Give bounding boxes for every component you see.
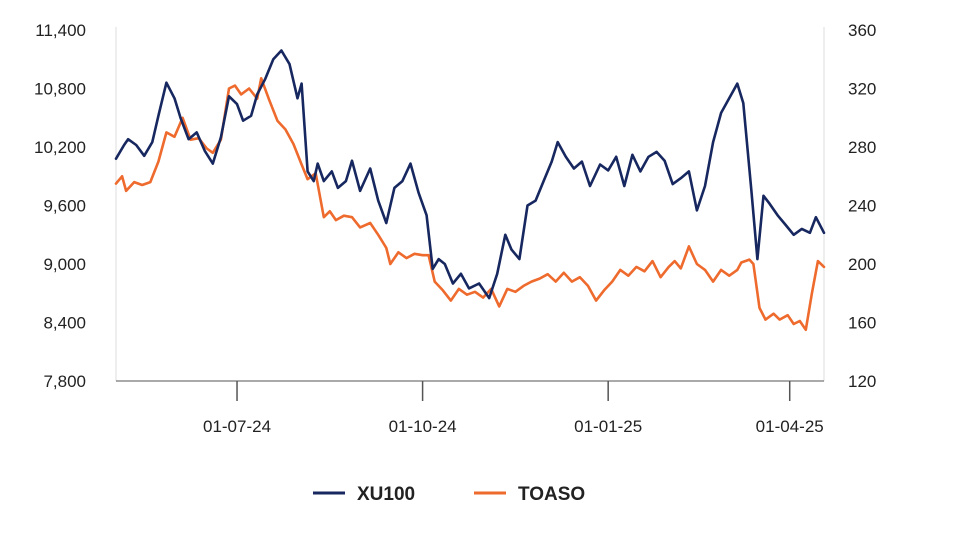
series-line-toaso — [114, 77, 826, 332]
x-tick-label: 01-01-25 — [574, 417, 642, 436]
x-tick-label: 01-04-25 — [756, 417, 824, 436]
legend-label-xu100: XU100 — [357, 484, 415, 505]
y-right-tick-label: 360 — [848, 21, 876, 40]
y-left-tick-label: 11,400 — [35, 21, 86, 40]
y-axis-right: 360 320 280 240 200 160 120 — [848, 21, 876, 391]
y-left-tick-label: 9,000 — [43, 255, 86, 274]
legend-label-toaso: TOASO — [518, 484, 585, 505]
y-right-tick-label: 280 — [848, 138, 876, 157]
y-left-tick-label: 10,200 — [34, 138, 86, 157]
series-line-xu100 — [114, 49, 826, 300]
y-axis-left: 11,400 10,800 10,200 9,600 9,000 8,400 7,800 — [34, 21, 86, 391]
y-left-tick-label: 10,800 — [34, 80, 86, 99]
y-left-tick-label: 8,400 — [43, 314, 86, 333]
legend: XU100 TOASO — [313, 484, 585, 505]
y-right-tick-label: 320 — [848, 80, 876, 99]
y-left-tick-label: 7,800 — [43, 372, 86, 391]
y-right-tick-label: 160 — [848, 314, 876, 333]
x-axis: 01-07-24 01-10-24 01-01-25 01-04-25 — [203, 381, 824, 436]
x-tick-label: 01-07-24 — [203, 417, 271, 436]
y-right-tick-label: 200 — [848, 255, 876, 274]
x-tick-label: 01-10-24 — [389, 417, 457, 436]
y-right-tick-label: 120 — [848, 372, 876, 391]
y-left-tick-label: 9,600 — [43, 197, 86, 216]
series-group — [114, 49, 826, 332]
y-right-tick-label: 240 — [848, 197, 876, 216]
